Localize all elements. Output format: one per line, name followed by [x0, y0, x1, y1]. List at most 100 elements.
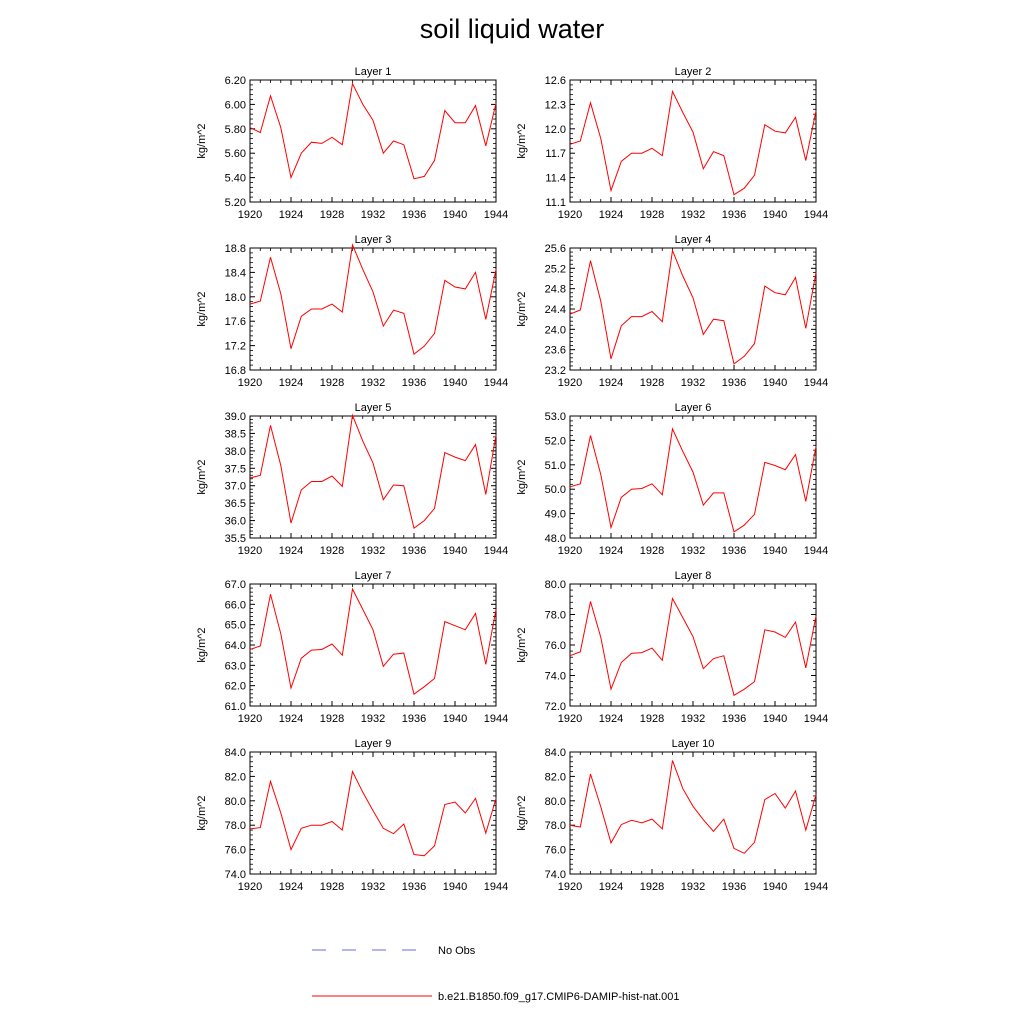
- y-tick-label: 66.0: [225, 599, 246, 611]
- y-tick-label: 25.2: [545, 263, 566, 275]
- y-tick-label: 72.0: [545, 701, 566, 713]
- panel-title: Layer 4: [675, 234, 712, 246]
- x-tick-label: 1936: [722, 377, 746, 389]
- x-tick-label: 1940: [763, 713, 787, 725]
- x-tick-label: 1924: [599, 545, 623, 557]
- plot-frame: [249, 583, 497, 707]
- x-tick-label: 1932: [681, 377, 705, 389]
- plot-frame: [249, 751, 497, 875]
- x-tick-label: 1920: [238, 377, 262, 389]
- x-tick-label: 1932: [681, 545, 705, 557]
- x-tick-label: 1928: [640, 209, 664, 221]
- series-line: [249, 769, 497, 857]
- x-tick-label: 1932: [361, 545, 385, 557]
- panel-layer-9: Layer 9 kg/m^2 74.0 76.0 78.0 80.0 82.0 84.0 192…: [196, 738, 508, 893]
- x-tick-label: 1944: [804, 545, 828, 557]
- x-tick-label: 1928: [640, 713, 664, 725]
- y-axis-label: kg/m^2: [196, 123, 208, 158]
- legend-item-1: No Obs: [312, 945, 476, 957]
- x-tick-label: 1940: [443, 881, 467, 893]
- y-tick-label: 51.0: [545, 460, 566, 472]
- panel-title: Layer 5: [355, 402, 392, 414]
- panel-layer-3: Layer 3 kg/m^2 16.8 17.2 17.6 18.0 18.4 18.8 192…: [196, 234, 508, 389]
- y-tick-label: 37.5: [225, 463, 246, 475]
- y-tick-label: 36.0: [225, 516, 246, 528]
- panel-layer-8: Layer 8 kg/m^2 72.0 74.0 76.0 78.0 80.0 1920 192…: [516, 570, 828, 725]
- series-line: [249, 413, 497, 530]
- x-tick-label: 1928: [320, 881, 344, 893]
- x-tick-label: 1940: [443, 713, 467, 725]
- x-tick-label: 1944: [484, 377, 508, 389]
- y-tick-label: 38.5: [225, 428, 246, 440]
- panel-layer-7: Layer 7 kg/m^2 61.0 62.0 63.0 64.0 65.0 66.0 67.…: [196, 570, 508, 725]
- y-tick-label: 5.80: [225, 124, 246, 136]
- y-tick-label: 39.0: [225, 411, 246, 423]
- y-tick-label: 76.0: [545, 845, 566, 857]
- x-tick-label: 1932: [681, 713, 705, 725]
- y-tick-label: 11.7: [545, 148, 566, 160]
- panel-layer-5: Layer 5 kg/m^2 35.5 36.0 36.5 37.0 37.5 38.0 38.…: [196, 402, 508, 557]
- x-tick-label: 1936: [722, 209, 746, 221]
- x-tick-label: 1940: [763, 377, 787, 389]
- panel-title: Layer 9: [355, 738, 392, 750]
- x-tick-label: 1920: [238, 881, 262, 893]
- plot-frame: [569, 415, 817, 539]
- x-tick-label: 1928: [640, 545, 664, 557]
- x-tick-label: 1932: [361, 377, 385, 389]
- y-tick-label: 24.0: [545, 324, 566, 336]
- y-tick-label: 38.0: [225, 446, 246, 458]
- y-tick-label: 78.0: [545, 820, 566, 832]
- y-tick-label: 76.0: [225, 845, 246, 857]
- x-tick-label: 1940: [443, 209, 467, 221]
- plot-frame: [249, 79, 497, 203]
- y-tick-label: 18.0: [225, 292, 246, 304]
- x-tick-label: 1944: [484, 209, 508, 221]
- x-tick-label: 1928: [320, 545, 344, 557]
- y-tick-label: 52.0: [545, 435, 566, 447]
- x-tick-label: 1936: [722, 881, 746, 893]
- x-tick-label: 1924: [599, 881, 623, 893]
- y-axis-label: kg/m^2: [516, 627, 528, 662]
- y-tick-label: 64.0: [225, 640, 246, 652]
- series-line: [249, 243, 497, 355]
- y-tick-label: 50.0: [545, 484, 566, 496]
- y-tick-label: 82.0: [545, 771, 566, 783]
- x-tick-label: 1940: [443, 377, 467, 389]
- x-tick-label: 1920: [558, 377, 582, 389]
- plot-frame: [569, 247, 817, 371]
- y-tick-label: 78.0: [225, 820, 246, 832]
- legend-item-2: b.e21.B1850.f09_g17.CMIP6-DAMIP-hist-nat…: [312, 991, 680, 1003]
- x-tick-label: 1928: [320, 377, 344, 389]
- y-tick-label: 5.60: [225, 148, 246, 160]
- plot-frame: [569, 583, 817, 707]
- x-tick-label: 1924: [279, 209, 303, 221]
- legend-label: No Obs: [438, 945, 476, 957]
- y-tick-label: 80.0: [225, 796, 246, 808]
- series-line: [569, 596, 817, 697]
- x-tick-label: 1940: [763, 881, 787, 893]
- x-tick-label: 1944: [484, 545, 508, 557]
- figure-title: soil liquid water: [419, 14, 605, 44]
- y-tick-label: 17.6: [225, 316, 246, 328]
- series-line: [569, 89, 817, 196]
- x-tick-label: 1924: [279, 377, 303, 389]
- x-tick-label: 1924: [599, 377, 623, 389]
- x-tick-label: 1924: [279, 545, 303, 557]
- x-tick-label: 1924: [599, 209, 623, 221]
- panel-layer-10: Layer 10 kg/m^2 74.0 76.0 78.0 80.0 82.0 84.0 19…: [516, 738, 828, 893]
- x-tick-label: 1944: [804, 713, 828, 725]
- plot-frame: [249, 415, 497, 539]
- plot-frame: [569, 79, 817, 203]
- y-tick-label: 78.0: [545, 610, 566, 622]
- y-tick-label: 12.6: [545, 75, 566, 87]
- y-tick-label: 25.6: [545, 243, 566, 255]
- y-axis-label: kg/m^2: [516, 291, 528, 326]
- y-tick-label: 6.00: [225, 99, 246, 111]
- x-tick-label: 1932: [681, 209, 705, 221]
- y-axis-label: kg/m^2: [196, 291, 208, 326]
- x-tick-label: 1920: [238, 209, 262, 221]
- legend: No Obs b.e21.B1850.f09_g17.CMIP6-DAMIP-hi…: [312, 945, 680, 1003]
- series-line: [569, 248, 817, 365]
- x-tick-label: 1944: [804, 209, 828, 221]
